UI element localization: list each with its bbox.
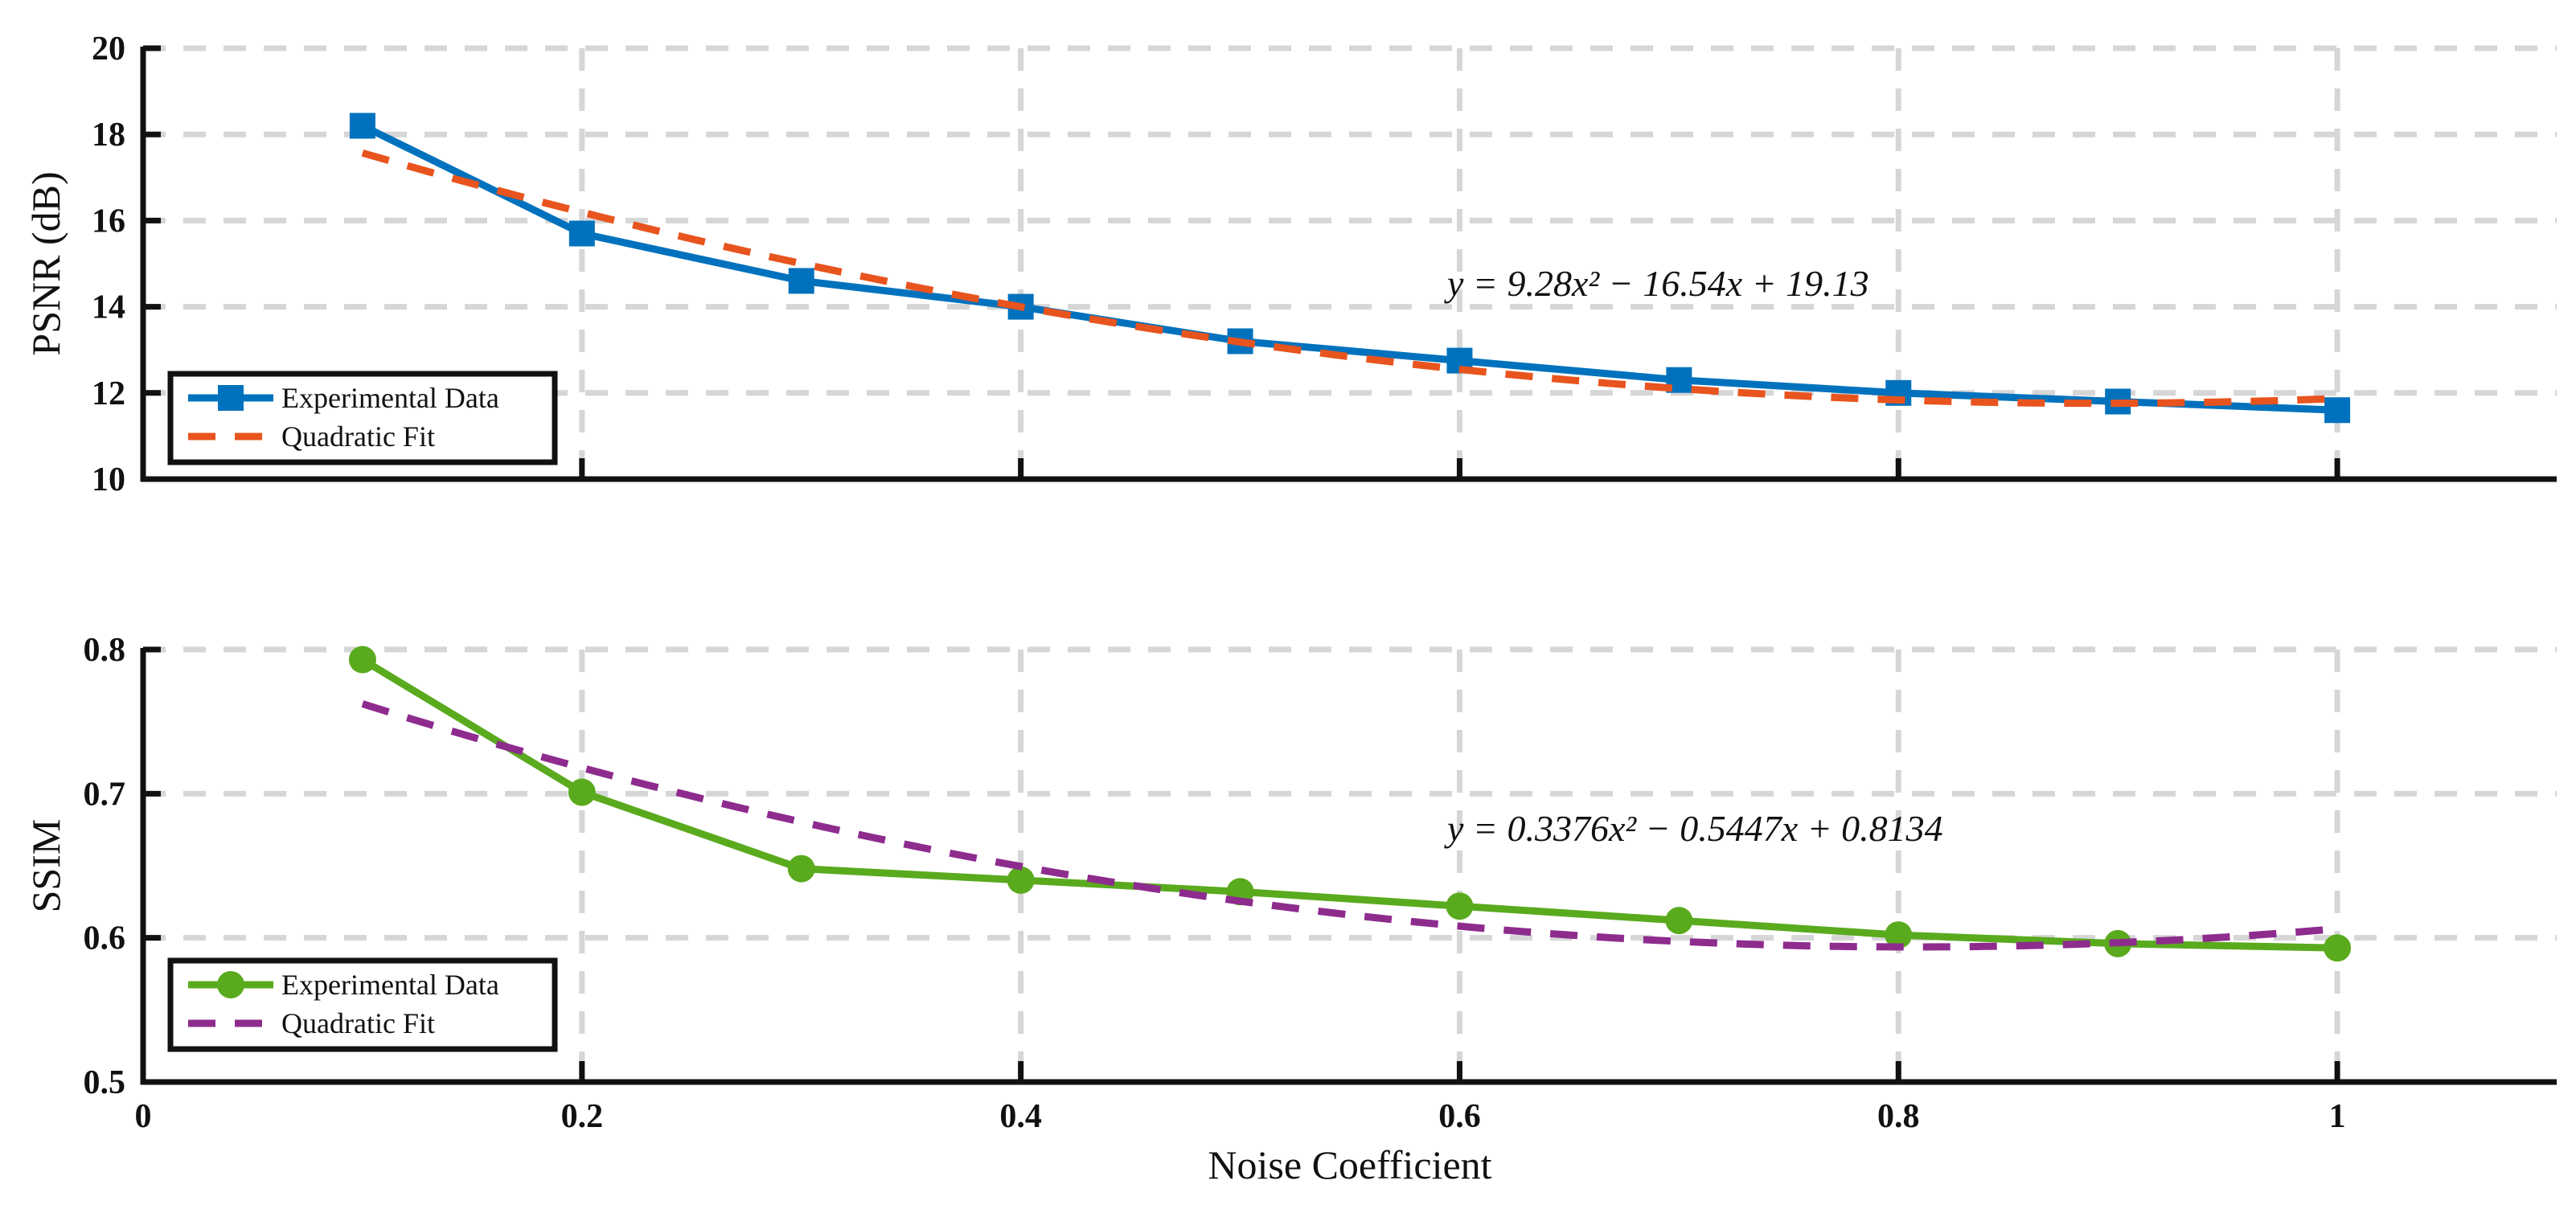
ssim-x-tick-label: 0.2 <box>561 1098 604 1135</box>
ssim-x-tick-label: 0.8 <box>1877 1098 1920 1135</box>
psnr-data-point <box>2324 397 2351 424</box>
ssim-y-axis-title: SSIM <box>23 819 68 913</box>
ssim-data-line <box>360 656 2338 952</box>
psnr-legend-marker <box>218 385 244 411</box>
ssim-data-point <box>787 855 815 883</box>
ssim-x-axis-title: Noise Coefficient <box>1208 1142 1491 1187</box>
ssim-x-tick-label: 0.6 <box>1438 1098 1481 1135</box>
ssim-data-point <box>1007 866 1035 894</box>
ssim-legend-label: Experimental Data <box>281 969 499 1001</box>
psnr-y-tick-label: 10 <box>92 461 125 498</box>
ssim-data-point <box>348 646 376 674</box>
ssim-x-tick-label: 0 <box>135 1098 152 1135</box>
ssim-legend-marker <box>217 971 244 998</box>
ssim-data-point <box>2324 934 2352 962</box>
psnr-y-tick-label: 12 <box>92 375 125 412</box>
ssim-y-tick-label: 0.7 <box>84 776 126 813</box>
ssim-fit-line <box>361 700 2338 951</box>
ssim-x-tick-label: 1 <box>2329 1098 2346 1135</box>
ssim-legend: Experimental Data Quadratic Fit <box>167 957 558 1052</box>
ssim-y-tick-label: 0.6 <box>84 920 126 957</box>
psnr-legend-label: Quadratic Fit <box>281 420 435 453</box>
ssim-fit-equation: y = 0.3376x² − 0.5447x + 0.8134 <box>1444 808 1943 849</box>
psnr-fit-equation: y = 9.28x² − 16.54x + 19.13 <box>1444 263 1869 304</box>
psnr-y-tick-label: 18 <box>92 117 125 154</box>
psnr-y-tick-label: 16 <box>92 203 125 240</box>
psnr-data-line <box>360 122 2338 414</box>
ssim-data-point <box>1446 892 1474 920</box>
ssim-y-tick-label: 0.5 <box>84 1064 126 1101</box>
psnr-data-point <box>788 268 814 294</box>
ssim-data-point <box>568 778 596 806</box>
ssim-data-point <box>1665 907 1693 935</box>
psnr-y-axis-title: PSNR (dB) <box>23 171 68 355</box>
psnr-y-tick-label: 20 <box>92 31 125 68</box>
psnr-data-point <box>349 113 375 139</box>
ssim-legend-label: Quadratic Fit <box>281 1007 435 1039</box>
ssim-plot: 0.5 0.6 0.7 0.8 0 0.2 0.4 0.6 0.8 1 SSIM Noise Coef… <box>23 632 2557 1187</box>
psnr-plot: 10 12 14 16 18 20 PSNR (dB) y = 9.28x² − 16.54x… <box>23 31 2557 498</box>
psnr-fit-line <box>361 149 2338 408</box>
psnr-legend: Experimental Data Quadratic Fit <box>167 371 558 465</box>
ssim-data-point <box>1885 921 1913 949</box>
psnr-legend-label: Experimental Data <box>281 382 499 414</box>
psnr-data-point <box>568 220 595 247</box>
ssim-y-tick-label: 0.8 <box>84 632 126 669</box>
ssim-x-tick-label: 0.4 <box>999 1098 1042 1135</box>
psnr-y-tick-label: 14 <box>92 289 125 326</box>
